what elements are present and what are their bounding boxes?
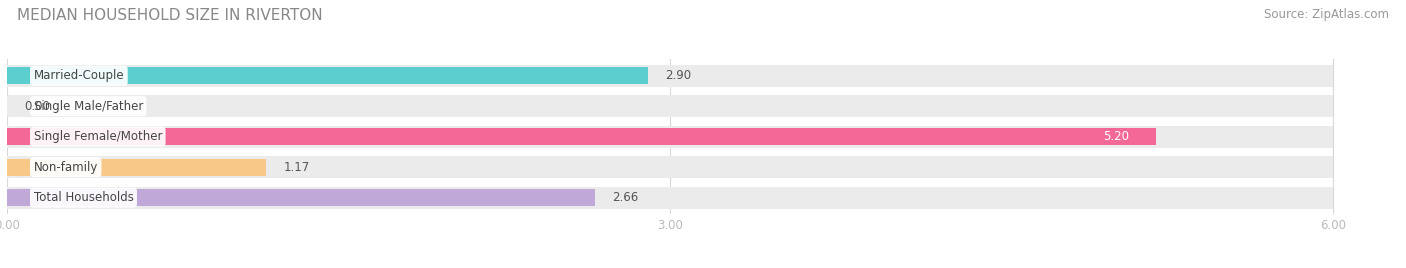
Text: 5.20: 5.20 <box>1104 130 1129 143</box>
Bar <box>7 67 648 84</box>
Bar <box>7 128 1156 145</box>
Bar <box>7 159 266 176</box>
Bar <box>7 156 1333 178</box>
Text: 2.66: 2.66 <box>613 191 638 204</box>
Text: Non-family: Non-family <box>34 161 98 174</box>
Bar <box>7 126 1333 148</box>
Text: 2.90: 2.90 <box>665 69 692 82</box>
Text: Single Male/Father: Single Male/Father <box>34 100 143 113</box>
Bar <box>7 189 595 206</box>
Bar <box>7 95 1333 117</box>
Bar <box>7 65 1333 87</box>
Text: Married-Couple: Married-Couple <box>34 69 124 82</box>
Text: 1.17: 1.17 <box>283 161 309 174</box>
Bar <box>7 187 1333 209</box>
Text: Total Households: Total Households <box>34 191 134 204</box>
Text: MEDIAN HOUSEHOLD SIZE IN RIVERTON: MEDIAN HOUSEHOLD SIZE IN RIVERTON <box>17 8 322 23</box>
Text: 0.00: 0.00 <box>25 100 51 113</box>
Text: Single Female/Mother: Single Female/Mother <box>34 130 162 143</box>
Text: Source: ZipAtlas.com: Source: ZipAtlas.com <box>1264 8 1389 21</box>
